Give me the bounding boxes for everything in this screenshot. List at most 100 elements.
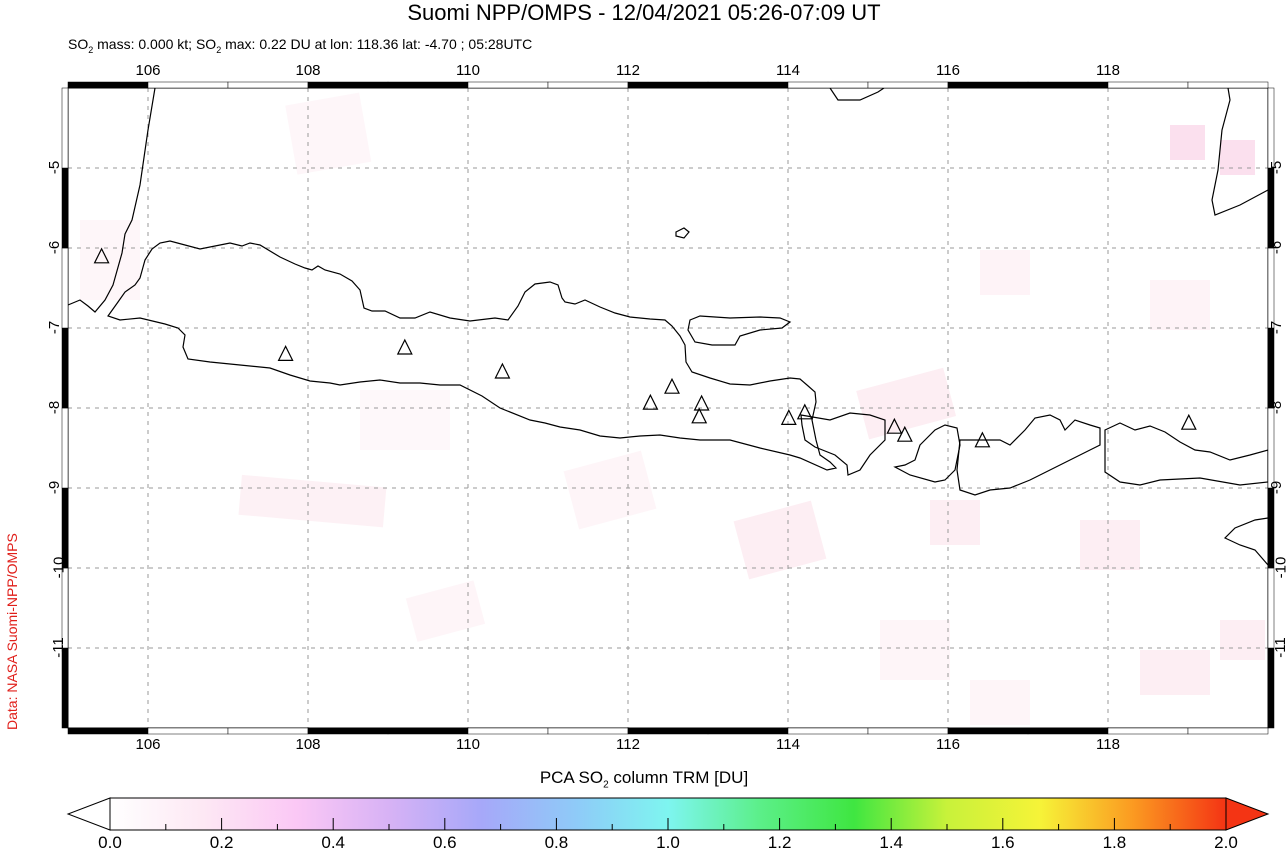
volcano-triangle-icon: [1180, 413, 1197, 430]
volcano-triangle-icon: [796, 403, 813, 420]
colorbar-over-arrow: [1225, 797, 1270, 831]
frame-bar-segment: [227, 727, 309, 735]
colorbar-title-text: column TRM [DU]: [608, 768, 749, 787]
frame-bar-segment: [1267, 167, 1275, 249]
lat-tick-label: -6: [46, 240, 64, 255]
coast-sumba: [1223, 517, 1269, 566]
colorbar-label: 1.8: [1102, 833, 1127, 852]
colorbar-under-arrow: [66, 797, 111, 831]
coastlines: [67, 87, 1269, 566]
subtitle-text: max: 0.22 DU at lon: 118.36 lat: -4.70 ;…: [221, 36, 533, 52]
frame-bar-segment: [1187, 727, 1269, 735]
lat-tick-label: -6: [1268, 240, 1286, 255]
frame-bar-segment: [1267, 327, 1275, 409]
volcano-triangle-icon: [494, 362, 511, 379]
colorbar-ticks: [109, 818, 1227, 830]
frame-bar-segment: [947, 727, 1029, 735]
volcano-triangle-icon: [664, 377, 680, 394]
frame-bar-segment: [1187, 81, 1269, 89]
frame-bar-segment: [1027, 81, 1109, 89]
frame-bar-segment: [1267, 407, 1275, 489]
colorbar-label: 1.2: [767, 833, 792, 852]
coast-sumbawa: [956, 414, 1101, 496]
lon-tick-label: 114: [776, 736, 800, 753]
lon-tick-label: 106: [135, 62, 161, 79]
lat-tick-label: -10: [50, 556, 68, 579]
colorbar: [66, 797, 1270, 831]
lat-tick-label: -9: [46, 480, 64, 495]
so2-pixels: [80, 92, 1265, 725]
coast-lombok: [893, 424, 961, 483]
volcano-triangle-icon: [974, 431, 991, 448]
frame-bar-segment: [1107, 727, 1189, 735]
volcano-triangle-icon: [693, 394, 710, 411]
volcano-markers: [93, 247, 1197, 448]
frame-bar-segment: [1267, 247, 1275, 329]
graticule: [68, 88, 1268, 728]
lon-tick-label: 114: [776, 62, 800, 79]
lat-tick-label: -8: [1268, 400, 1286, 415]
subtitle-text: SO: [68, 36, 89, 52]
frame-bar-segment: [707, 727, 789, 735]
frame-bar-segment: [61, 87, 69, 169]
lat-tick-label: -7: [46, 320, 64, 335]
frame-bar-segment: [787, 727, 869, 735]
frame-bar-segment: [67, 727, 149, 735]
lon-tick-label: 110: [456, 736, 480, 753]
subscript: 2: [216, 44, 222, 55]
volcano-triangle-icon: [886, 417, 903, 434]
subscript: 2: [603, 779, 609, 791]
volcano-triangle-icon: [93, 247, 110, 264]
frame-bar-segment: [467, 81, 549, 89]
volcano-triangle-icon: [691, 407, 708, 424]
coast-kalimantan: [829, 87, 885, 101]
frame-bar-segment: [947, 81, 1029, 89]
frame-bar-segment: [387, 81, 469, 89]
colorbar-label: 0.2: [209, 833, 234, 852]
frame-bar-segment: [1267, 647, 1275, 729]
frame-bar-segment: [787, 81, 869, 89]
coast-sulawesi: [1211, 87, 1269, 216]
lon-tick-label: 106: [135, 736, 161, 753]
frame-bar-segment: [147, 81, 229, 89]
colorbar-label: 0.4: [321, 833, 346, 852]
colorbar-label: 1.0: [656, 833, 680, 852]
lat-tick-label: -8: [46, 400, 64, 415]
lon-tick-label: 110: [456, 62, 480, 79]
volcano-triangle-icon: [396, 338, 413, 355]
frame-bar-segment: [707, 81, 789, 89]
coast-bali: [800, 412, 886, 476]
lat-tick-label: -11: [49, 637, 67, 658]
volcano-triangle-icon: [780, 409, 797, 425]
lon-tick-label: 108: [295, 62, 321, 79]
colorbar-label: 0.6: [432, 833, 457, 852]
frame-bar-segment: [61, 407, 69, 489]
lon-tick-label: 116: [936, 62, 960, 79]
volcano-triangle-icon: [277, 345, 294, 361]
frame-bar-segment: [61, 567, 69, 649]
frame-bar-segment: [547, 727, 629, 735]
lat-tick-label: -5: [1268, 160, 1286, 175]
lon-tick-label: 118: [1096, 736, 1120, 753]
frame-bar-segment: [867, 727, 949, 735]
lon-tick-label: 112: [616, 736, 640, 753]
colorbar-label: 1.4: [879, 833, 904, 852]
frame-bar-segment: [387, 727, 469, 735]
frame-bar-segment: [307, 727, 389, 735]
lat-tick-label: -5: [46, 160, 64, 175]
coast-flores: [1104, 422, 1269, 486]
lat-tick-label: -7: [1268, 320, 1286, 335]
frame-bar-segment: [867, 81, 949, 89]
lon-tick-label: 108: [295, 736, 321, 753]
colorbar-label: 0.0: [98, 833, 122, 852]
lon-tick-label: 118: [1096, 62, 1120, 79]
frame-scale-bars: [61, 81, 1275, 735]
colorbar-title: PCA SO2 column TRM [DU]: [0, 768, 1288, 790]
lat-tick-label: -10: [1272, 556, 1288, 579]
frame-bar-segment: [147, 727, 229, 735]
frame-bar-segment: [1027, 727, 1109, 735]
subtitle: SO2 mass: 0.000 kt; SO2 max: 0.22 DU at …: [68, 36, 532, 55]
frame-bar-segment: [61, 167, 69, 249]
colorbar-title-text: PCA SO: [539, 768, 604, 787]
frame-bar-segment: [1267, 567, 1275, 649]
